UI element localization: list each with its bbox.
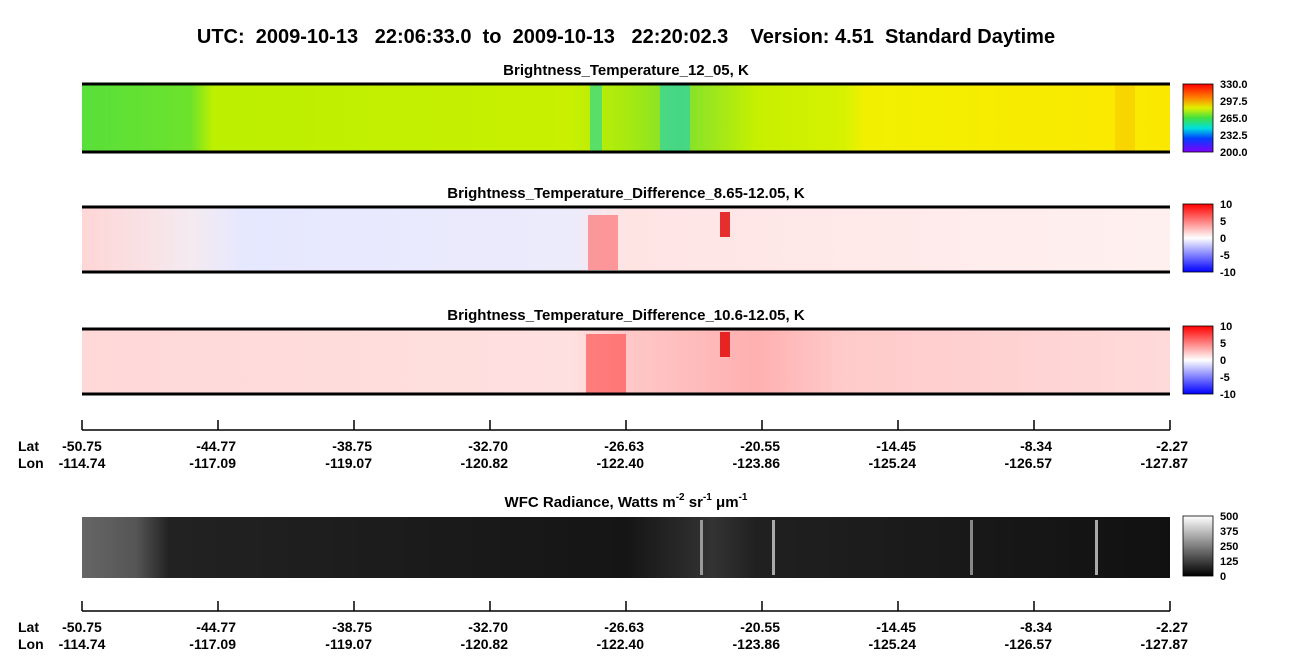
colorbar-label: 5 [1220, 338, 1226, 350]
lon-label: -122.40 [597, 455, 645, 471]
colorbars [1182, 83, 1214, 577]
lon-label: -119.07 [325, 636, 372, 652]
panel-title: Brightness_Temperature_12_05, K [503, 62, 749, 79]
image-detail [586, 334, 626, 394]
image-detail [590, 84, 602, 152]
lon-label: -114.74 [59, 455, 106, 471]
strip-borders [82, 82, 1170, 396]
lon-label: -120.82 [461, 636, 509, 652]
btd1-image [82, 207, 1170, 273]
lon-label: -122.40 [597, 636, 645, 652]
title-part: -1 [739, 492, 748, 503]
colorbar-label: -10 [1220, 389, 1236, 401]
colorbar [1182, 203, 1214, 273]
colorbar-label: -10 [1220, 267, 1236, 279]
colorbar-label: -5 [1220, 372, 1230, 384]
image-detail [660, 84, 690, 152]
colorbar-label: 297.5 [1220, 96, 1248, 108]
lat-label: -38.75 [332, 438, 372, 454]
image-strips [82, 84, 1170, 578]
lon-label: -125.24 [869, 636, 917, 652]
lon-label: -127.87 [1141, 636, 1189, 652]
colorbar-label: 375 [1220, 526, 1238, 538]
lat-label: -50.75 [62, 619, 102, 635]
lat-label: -14.45 [876, 438, 916, 454]
lat-label: -14.45 [876, 619, 916, 635]
colorbar [1182, 515, 1214, 577]
lat-label: -32.70 [468, 619, 508, 635]
wfc-title: WFC Radiance, Watts m-2 sr-1 μm-1 [505, 492, 748, 511]
colorbar-label: 0 [1220, 571, 1226, 583]
lat-label: -8.34 [1020, 438, 1052, 454]
title-part: WFC Radiance, Watts m [505, 494, 676, 511]
colorbar-label: 250 [1220, 541, 1238, 553]
colorbar-label: 0 [1220, 233, 1226, 245]
lat-label: -20.55 [740, 438, 780, 454]
title-part: μm [712, 494, 739, 511]
title-part: sr [685, 494, 704, 511]
colorbar-label: 200.0 [1220, 147, 1248, 159]
image-detail [720, 332, 730, 357]
lat-label: -50.75 [62, 438, 102, 454]
colorbar [1182, 83, 1214, 153]
lon-label: -117.09 [189, 636, 236, 652]
image-detail [720, 212, 730, 237]
lon-label: -117.09 [189, 455, 236, 471]
colorbar-label: 232.5 [1220, 130, 1248, 142]
axis-label: Lat [18, 438, 39, 454]
lat-label: -26.63 [604, 619, 644, 635]
colorbar-label: 330.0 [1220, 79, 1248, 91]
lon-label: -123.86 [733, 455, 781, 471]
lon-label: -114.74 [59, 636, 106, 652]
colorbar-label: -5 [1220, 250, 1230, 262]
colorbar-label: 0 [1220, 355, 1226, 367]
colorbar-label: 10 [1220, 199, 1232, 211]
lat-label: -44.77 [196, 438, 236, 454]
panel-title: Brightness_Temperature_Difference_10.6-1… [447, 307, 805, 324]
image-detail [700, 520, 703, 575]
lon-label: -120.82 [461, 455, 509, 471]
lat-label: -2.27 [1156, 619, 1188, 635]
page-title: UTC: 2009-10-13 22:06:33.0 to 2009-10-13… [197, 26, 1055, 48]
bt-image [82, 84, 1170, 152]
lat-label: -2.27 [1156, 438, 1188, 454]
lon-label: -125.24 [869, 455, 917, 471]
colorbar-label: 125 [1220, 556, 1238, 568]
lat-label: -32.70 [468, 438, 508, 454]
colorbar-label: 500 [1220, 511, 1238, 523]
lat-label: -8.34 [1020, 619, 1052, 635]
image-detail [1115, 84, 1135, 152]
lat-label: -26.63 [604, 438, 644, 454]
colorbar [1182, 325, 1214, 395]
lat-label: -38.75 [332, 619, 372, 635]
image-detail [970, 520, 973, 575]
axis-label: Lon [18, 455, 44, 471]
lon-label: -126.57 [1005, 455, 1053, 471]
image-detail [1095, 520, 1098, 575]
image-detail [588, 215, 618, 270]
image-detail [772, 520, 775, 575]
lon-label: -126.57 [1005, 636, 1053, 652]
lon-label: -127.87 [1141, 455, 1189, 471]
colorbar-label: 5 [1220, 216, 1226, 228]
lat-label: -20.55 [740, 619, 780, 635]
colorbar-label: 10 [1220, 321, 1232, 333]
wfc-image [82, 517, 1170, 578]
lon-label: -119.07 [325, 455, 372, 471]
title-part: -2 [676, 492, 685, 503]
axis-label: Lon [18, 636, 44, 652]
lat-label: -44.77 [196, 619, 236, 635]
colorbar-label: 265.0 [1220, 113, 1248, 125]
axis-label: Lat [18, 619, 39, 635]
panel-title: Brightness_Temperature_Difference_8.65-1… [447, 185, 805, 202]
lon-label: -123.86 [733, 636, 781, 652]
title-part: -1 [703, 492, 712, 503]
